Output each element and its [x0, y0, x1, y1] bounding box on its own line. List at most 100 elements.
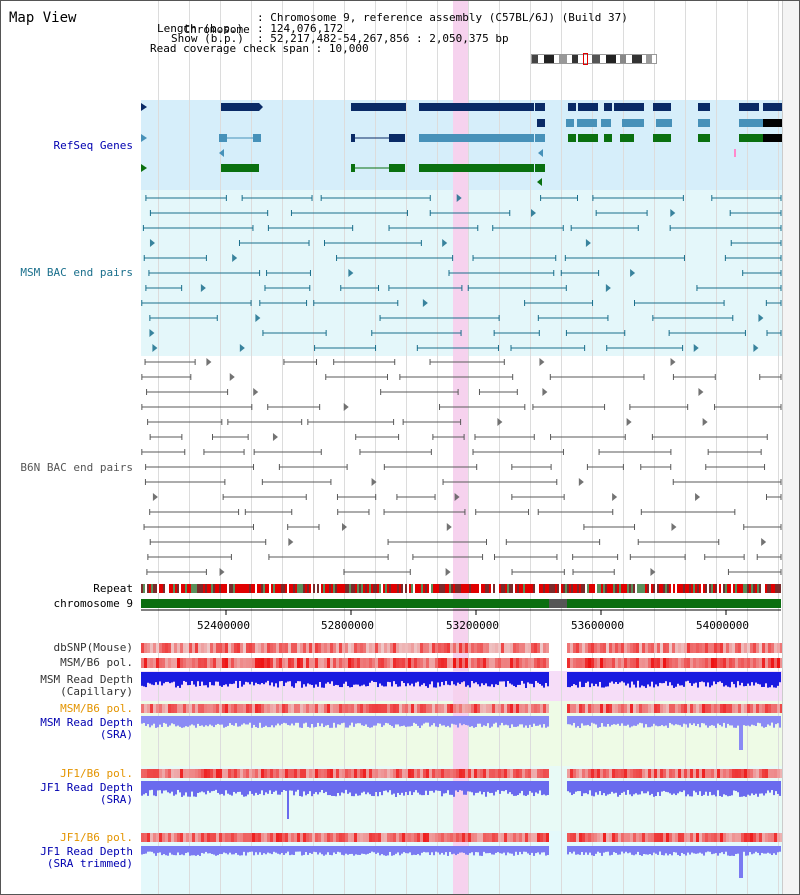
- repeat-segment: [493, 584, 495, 593]
- polymorphism-cell: [429, 704, 432, 713]
- polymorphism-cell: [204, 769, 207, 778]
- gene-row-5[interactable]: [141, 164, 545, 186]
- track-label-jf1-depth-trim-1[interactable]: JF1 Read Depth: [40, 845, 133, 858]
- track-label-msm-b6-pol-sra[interactable]: MSM/B6 pol.: [60, 702, 133, 715]
- depth-bar: [459, 672, 461, 685]
- polymorphism-cell: [510, 643, 513, 653]
- depth-bar: [149, 672, 151, 684]
- polymorphism-cell: [546, 833, 549, 842]
- depth-bar: [455, 846, 457, 856]
- track-label-msm-b6-pol[interactable]: MSM/B6 pol.: [60, 656, 133, 669]
- polymorphism-cell: [501, 704, 504, 713]
- depth-bar: [249, 672, 251, 685]
- polymorphism-cell: [699, 833, 702, 842]
- track-label-msm-bac[interactable]: MSM BAC end pairs: [20, 266, 133, 279]
- depth-bar: [641, 672, 643, 686]
- track-label-dbsnp[interactable]: dbSNP(Mouse): [53, 641, 133, 654]
- depth-bar: [281, 846, 283, 853]
- vertical-scrollbar[interactable]: [782, 1, 799, 894]
- depth-bar: [501, 846, 503, 854]
- polymorphism-cell: [372, 704, 375, 713]
- gene-row-2[interactable]: [537, 119, 782, 127]
- depth-bar: [365, 781, 367, 795]
- polymorphism-cell: [645, 658, 648, 668]
- polymorphism-cell: [747, 658, 750, 668]
- chromosome-ideogram[interactable]: [531, 53, 657, 65]
- polymorphism-cell: [351, 643, 354, 653]
- polymorphism-cell: [342, 704, 345, 713]
- depth-bar: [455, 672, 457, 686]
- repeat-segment: [203, 584, 205, 593]
- track-label-b6n-bac[interactable]: B6N BAC end pairs: [20, 461, 133, 474]
- depth-bar: [379, 846, 381, 856]
- polymorphism-cell: [354, 704, 357, 713]
- depth-bar: [633, 781, 635, 795]
- repeat-segment: [701, 584, 703, 593]
- depth-bar: [685, 846, 687, 856]
- repeat-segment: [561, 584, 563, 593]
- polymorphism-cell: [315, 704, 318, 713]
- polymorphism-cell: [360, 704, 363, 713]
- repeat-segment: [709, 584, 711, 593]
- track-label-chromosome[interactable]: chromosome 9: [53, 597, 133, 610]
- polymorphism-cell: [645, 833, 648, 842]
- depth-bar: [161, 846, 163, 856]
- polymorphism-cell: [186, 643, 189, 653]
- polymorphism-cell: [426, 769, 429, 778]
- track-label-msm-depth-sra-1[interactable]: MSM Read Depth: [40, 716, 133, 729]
- repeat-segment: [353, 584, 355, 593]
- gene-row-1[interactable]: [141, 103, 782, 111]
- depth-bar: [267, 716, 269, 728]
- track-label-jf1-b6-pol-trim[interactable]: JF1/B6 pol.: [60, 831, 133, 844]
- polymorphism-cell: [285, 704, 288, 713]
- repeat-segment: [439, 584, 441, 593]
- polymorphism-cell: [381, 769, 384, 778]
- grid-line: [158, 1, 159, 894]
- polymorphism-cell: [525, 643, 528, 653]
- depth-bar: [651, 781, 653, 794]
- repeat-segment: [541, 584, 543, 593]
- repeat-segment: [161, 584, 163, 593]
- depth-bar: [485, 672, 487, 684]
- polymorphism-cell: [528, 643, 531, 653]
- polymorphism-cell: [462, 769, 465, 778]
- repeat-segment: [703, 584, 705, 593]
- gene-row-4[interactable]: [219, 149, 736, 157]
- polymorphism-cell: [432, 769, 435, 778]
- polymorphism-cell: [750, 658, 753, 668]
- polymorphism-cell: [222, 658, 225, 668]
- polymorphism-cell: [213, 643, 216, 653]
- track-label-jf1-b6-pol[interactable]: JF1/B6 pol.: [60, 767, 133, 780]
- polymorphism-cell: [543, 704, 546, 713]
- polymorphism-cell: [426, 833, 429, 842]
- depth-bar: [349, 781, 351, 793]
- gene-row-3[interactable]: [141, 134, 782, 142]
- polymorphism-cell: [528, 658, 531, 668]
- repeat-segment: [681, 584, 683, 593]
- depth-bar: [683, 716, 685, 724]
- polymorphism-cell: [462, 658, 465, 668]
- depth-bar: [229, 716, 231, 724]
- grid-line: [685, 1, 686, 894]
- polymorphism-cell: [780, 643, 783, 653]
- polymorphism-cell: [207, 769, 210, 778]
- depth-bar: [727, 716, 729, 724]
- polymorphism-cell: [576, 769, 579, 778]
- depth-bar: [601, 672, 603, 688]
- track-label-jf1-depth-sra-1[interactable]: JF1 Read Depth: [40, 781, 133, 794]
- depth-bar: [761, 781, 763, 794]
- repeat-segment: [511, 584, 513, 593]
- repeat-segment: [595, 584, 597, 593]
- depth-bar: [203, 781, 205, 793]
- depth-bar: [457, 846, 459, 854]
- track-label-repeat[interactable]: Repeat: [93, 582, 133, 595]
- polymorphism-cell: [294, 643, 297, 653]
- polymorphism-cell: [156, 643, 159, 653]
- track-label-refseq-genes[interactable]: RefSeq Genes: [53, 139, 133, 152]
- track-label-msm-depth-cap-1[interactable]: MSM Read Depth: [40, 673, 133, 686]
- depth-bar: [225, 716, 227, 727]
- b6n-bac-end-marker: [288, 538, 294, 546]
